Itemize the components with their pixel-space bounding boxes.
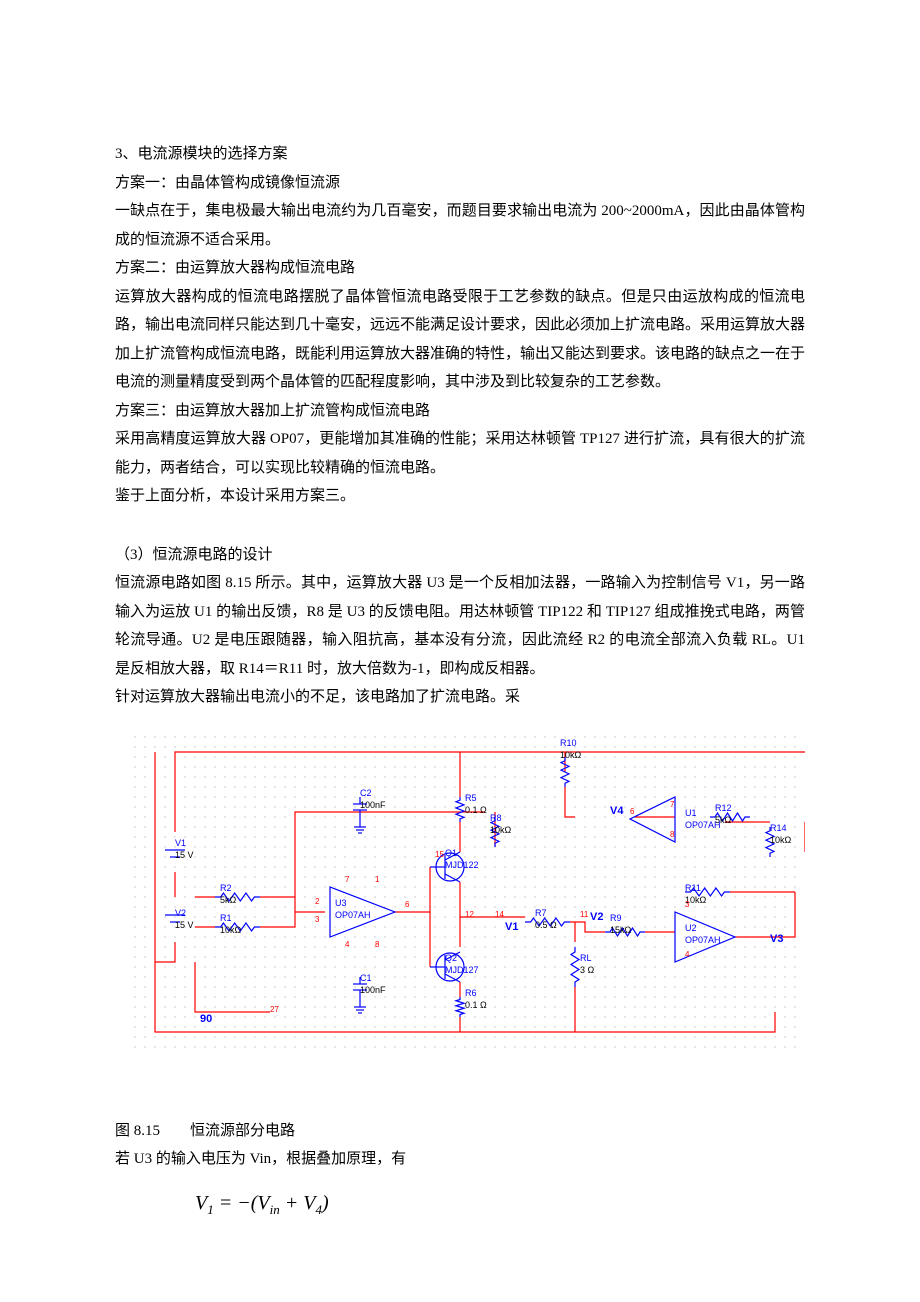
plan3-title: 方案三：由运算放大器加上扩流管构成恒流电路 <box>115 397 805 426</box>
svg-text:OP07AH: OP07AH <box>335 910 371 920</box>
svg-text:OP07AH: OP07AH <box>685 820 721 830</box>
plan2-body: 运算放大器构成的恒流电路摆脱了晶体管恒流电路受限于工艺参数的缺点。但是只由运放构… <box>115 283 805 397</box>
svg-text:3: 3 <box>685 900 690 909</box>
svg-text:6: 6 <box>405 900 410 909</box>
circuit-diagram: V1 15 V V2 15 V R1 10kΩ R2 5kΩ R5 0.1 Ω R6 0.1 Ω R7 0… <box>115 722 805 1062</box>
svg-text:U3: U3 <box>335 898 347 908</box>
svg-text:V1: V1 <box>175 838 186 848</box>
svg-text:15 V: 15 V <box>175 850 194 860</box>
svg-text:R14: R14 <box>770 823 787 833</box>
svg-text:U1: U1 <box>685 808 697 818</box>
svg-text:R10: R10 <box>560 738 577 748</box>
svg-text:10kΩ: 10kΩ <box>560 750 582 760</box>
svg-text:10kΩ: 10kΩ <box>220 925 242 935</box>
svg-text:R6: R6 <box>465 988 477 998</box>
svg-text:7: 7 <box>670 800 675 809</box>
design-body1: 恒流源电路如图 8.15 所示。其中，运算放大器 U3 是一个反相加法器，一路输… <box>115 569 805 683</box>
v3-net-label: V3 <box>770 933 783 945</box>
svg-text:11: 11 <box>580 910 589 919</box>
svg-text:4: 4 <box>685 950 690 959</box>
svg-text:1: 1 <box>375 875 380 884</box>
v2-net-label: V2 <box>590 911 603 923</box>
svg-text:V2: V2 <box>175 908 186 918</box>
svg-text:7: 7 <box>345 875 350 884</box>
svg-text:0.1 Ω: 0.1 Ω <box>465 805 487 815</box>
svg-text:R8: R8 <box>490 813 502 823</box>
v1-net-label: V1 <box>505 921 518 933</box>
svg-text:OP07AH: OP07AH <box>685 935 721 945</box>
svg-text:Q1: Q1 <box>445 848 457 858</box>
svg-text:5kΩ: 5kΩ <box>220 895 237 905</box>
svg-text:R12: R12 <box>715 803 732 813</box>
svg-text:4: 4 <box>345 940 350 949</box>
svg-text:100nF: 100nF <box>360 800 386 810</box>
svg-text:Q2: Q2 <box>445 953 457 963</box>
svg-text:27: 27 <box>270 1005 279 1014</box>
figure-caption: 图 8.15 恒流源部分电路 <box>115 1117 805 1146</box>
svg-text:MJD122: MJD122 <box>445 860 479 870</box>
svg-text:R1: R1 <box>220 913 232 923</box>
svg-text:R7: R7 <box>535 908 547 918</box>
svg-text:15kΩ: 15kΩ <box>610 925 632 935</box>
section3-title: 3、电流源模块的选择方案 <box>115 140 805 169</box>
svg-text:15 V: 15 V <box>175 920 194 930</box>
svg-text:15: 15 <box>435 850 444 859</box>
design-title: （3）恒流源电路的设计 <box>115 541 805 570</box>
section3-conclusion: 鉴于上面分析，本设计采用方案三。 <box>115 482 805 511</box>
svg-text:MJD127: MJD127 <box>445 965 479 975</box>
svg-text:0.5 Ω: 0.5 Ω <box>535 920 557 930</box>
svg-text:C2: C2 <box>360 788 372 798</box>
svg-text:C1: C1 <box>360 973 372 983</box>
svg-text:14: 14 <box>495 910 504 919</box>
svg-text:0.1 Ω: 0.1 Ω <box>465 1000 487 1010</box>
svg-text:10kΩ: 10kΩ <box>490 825 512 835</box>
svg-text:U2: U2 <box>685 923 697 933</box>
svg-text:100nF: 100nF <box>360 985 386 995</box>
v4-net-label: V4 <box>610 805 624 817</box>
svg-text:12: 12 <box>465 910 474 919</box>
plan1-title: 方案一：由晶体管构成镜像恒流源 <box>115 169 805 198</box>
svg-text:3: 3 <box>315 915 320 924</box>
design-body2: 针对运算放大器输出电流小的不足，该电路加了扩流电路。采 <box>115 683 805 712</box>
plan2-title: 方案二：由运算放大器构成恒流电路 <box>115 254 805 283</box>
svg-text:8: 8 <box>375 940 380 949</box>
plan3-body: 采用高精度运算放大器 OP07，更能增加其准确的性能；采用达林顿管 TP127 … <box>115 425 805 482</box>
equation: V1 = −(Vin + V4) <box>195 1184 805 1223</box>
figure-followup: 若 U3 的输入电压为 Vin，根据叠加原理，有 <box>115 1145 805 1174</box>
svg-text:R9: R9 <box>610 913 622 923</box>
svg-text:3 Ω: 3 Ω <box>580 965 595 975</box>
svg-text:RL: RL <box>580 953 592 963</box>
svg-text:R5: R5 <box>465 793 477 803</box>
svg-text:8: 8 <box>670 830 675 839</box>
svg-text:2: 2 <box>315 897 320 906</box>
svg-text:6: 6 <box>630 807 635 816</box>
svg-text:10kΩ: 10kΩ <box>770 835 792 845</box>
svg-text:R2: R2 <box>220 883 232 893</box>
svg-text:R11: R11 <box>685 883 701 893</box>
plan1-body: 一缺点在于，集电极最大输出电流约为几百毫安，而题目要求输出电流为 200~200… <box>115 197 805 254</box>
vin-label: 90 <box>200 1013 212 1025</box>
